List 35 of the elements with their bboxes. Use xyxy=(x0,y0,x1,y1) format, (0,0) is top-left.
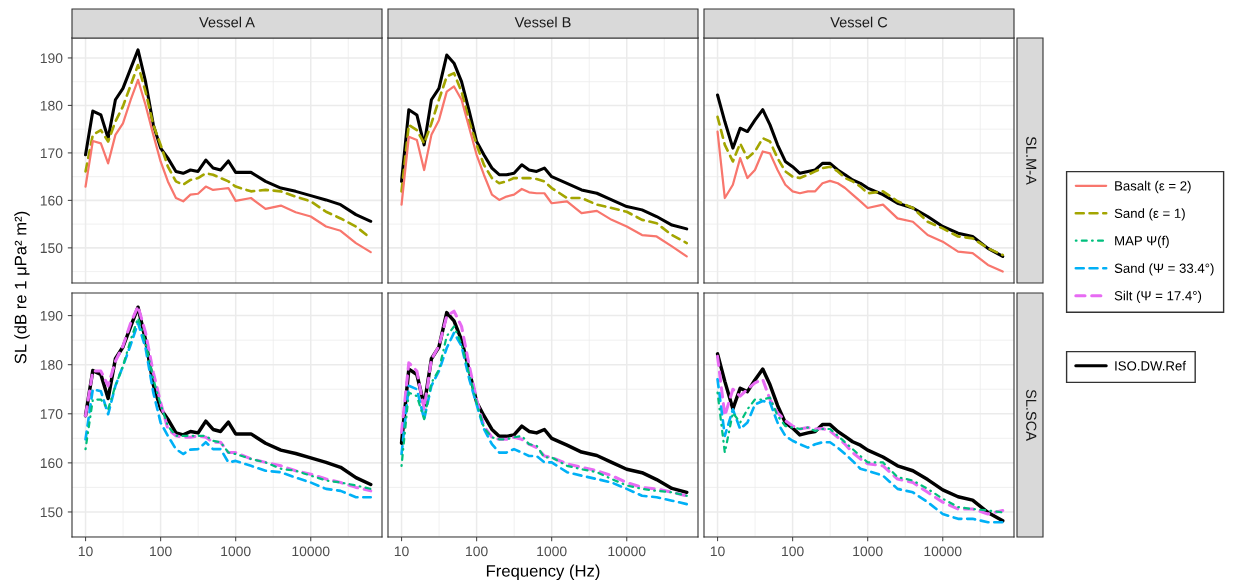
y-tick-label: 180 xyxy=(40,360,63,370)
y-tick-label: 170 xyxy=(40,409,63,419)
y2-axis-title: SL.M-A xyxy=(1026,136,1037,185)
x-axis-title: Frequency (Hz) xyxy=(486,564,600,581)
x-tick-label: 1000 xyxy=(221,546,251,557)
legend-label: MAP Ψ(f) xyxy=(1115,235,1169,249)
y-tick-label: 150 xyxy=(40,507,63,518)
x-tick-label: 100 xyxy=(466,546,488,557)
legend-label: ISO.DW.Ref xyxy=(1115,360,1186,371)
legend-label: Basalt (ε = 2) xyxy=(1115,180,1191,194)
y-tick-label: 190 xyxy=(40,53,63,64)
y-tick-label: 180 xyxy=(40,100,63,111)
y-axis-title: SL (dB re 1 μPa² m²) xyxy=(14,211,30,364)
chart-title: Vessel A xyxy=(199,16,255,28)
legend-label: Sand (Ψ = 33.4°) xyxy=(1114,263,1214,276)
y-tick-label: 160 xyxy=(40,458,63,469)
y-tick-label: 170 xyxy=(40,148,63,159)
x-tick-label: 10000 xyxy=(608,546,646,557)
legend-label: Sand (ε = 1) xyxy=(1114,208,1185,221)
legend-label: Silt (Ψ = 17.4°) xyxy=(1114,290,1202,304)
x-tick-label: 10 xyxy=(78,546,93,557)
x-tick-label: 100 xyxy=(782,546,804,557)
x-tick-label: 10 xyxy=(710,546,725,557)
x-tick-label: 1000 xyxy=(537,546,567,557)
y-tick-label: 190 xyxy=(40,310,63,321)
chart-title: Vessel B xyxy=(514,16,571,28)
y2-axis-title: SL.SCA xyxy=(1026,389,1037,441)
x-tick-label: 10000 xyxy=(292,546,330,557)
y-tick-label: 160 xyxy=(40,195,63,206)
x-tick-label: 1000 xyxy=(853,546,883,557)
x-tick-label: 100 xyxy=(150,546,172,557)
x-tick-label: 10000 xyxy=(924,546,962,557)
x-tick-label: 10 xyxy=(394,546,409,557)
chart-title: Vessel C xyxy=(830,16,888,28)
y-tick-label: 150 xyxy=(40,243,63,254)
